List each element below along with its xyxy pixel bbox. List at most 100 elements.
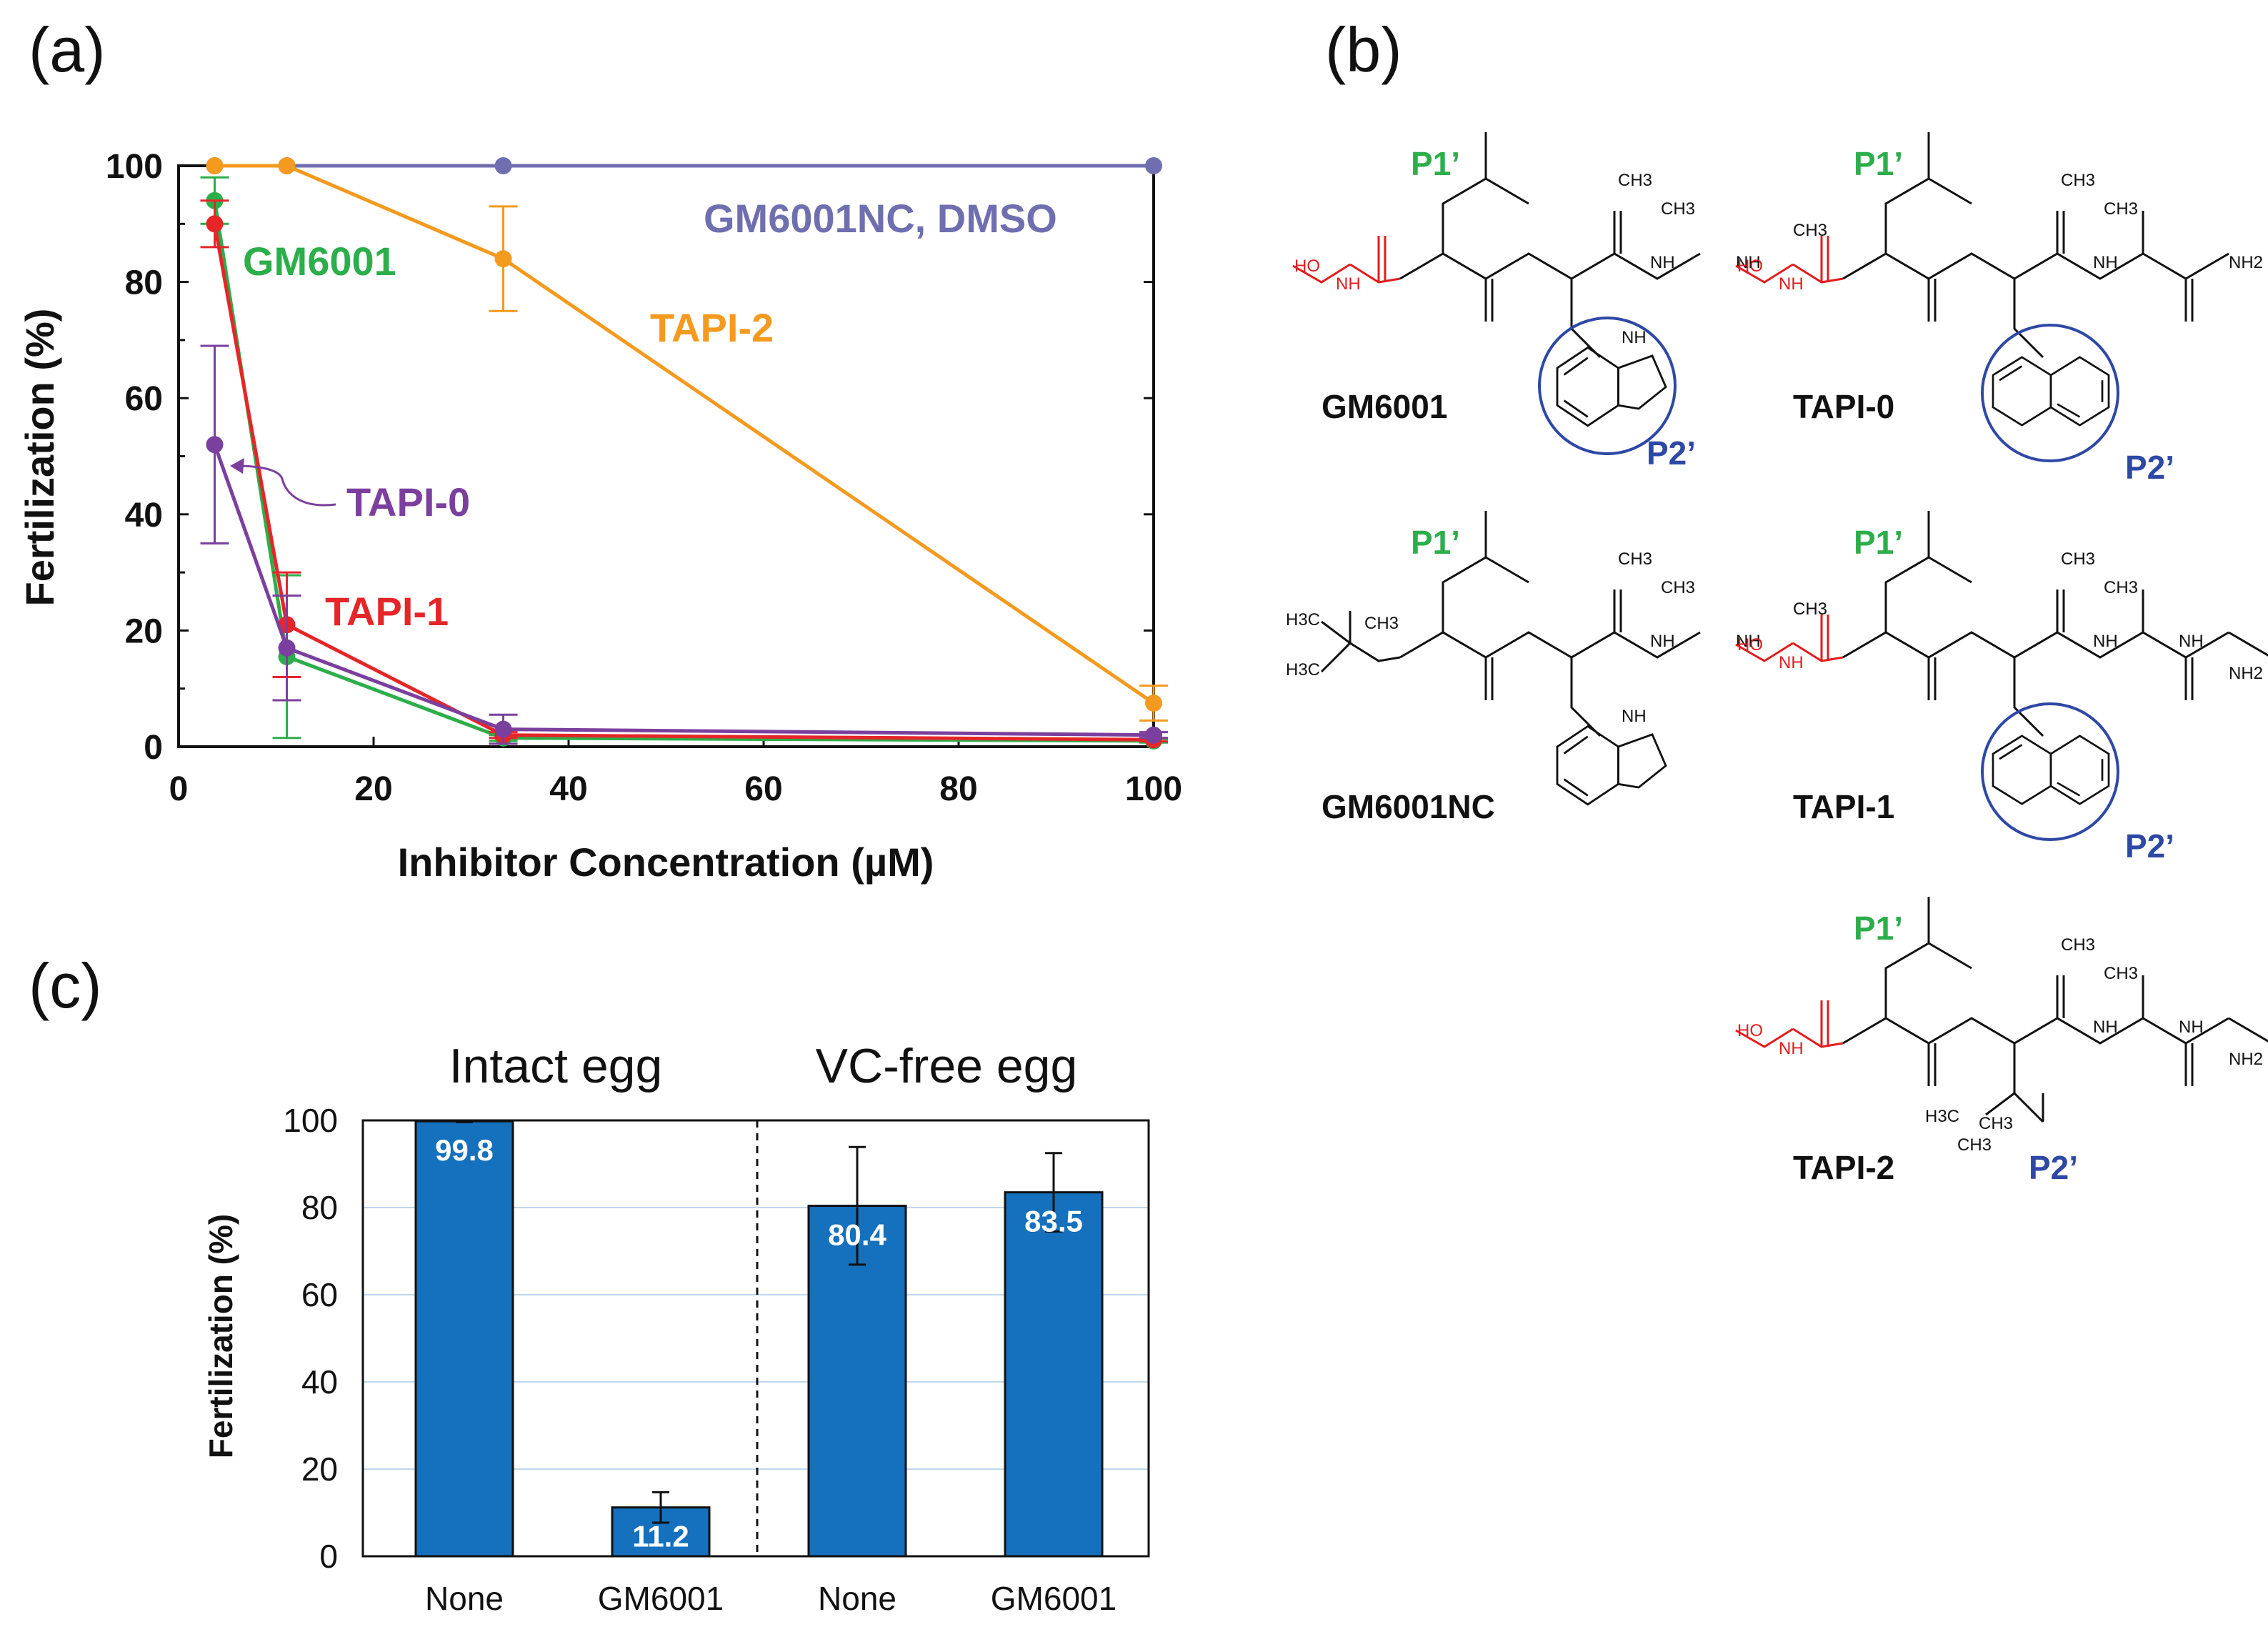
y-tick-label: 40 [125,497,163,534]
atom-ch3: CH3 [1957,1135,1992,1155]
tapi-0-pointer [235,464,336,507]
atom-ho: HO [1294,257,1320,276]
x-tick-label: 80 [939,770,977,808]
data-point [206,436,224,454]
atom-ch3: CH3 [2061,171,2095,190]
line-chart-fertilization: 0 20 40 60 80 100 0 20 40 60 80 100 Inhibitor Conc… [17,148,1182,885]
structure-tapi-0: P1’ HO NH CH3 CH3 NH NH2 TAPI-0 P2’ [1735,131,2263,486]
atom-h3c: H3C [1925,1107,1959,1126]
atom-nh: NH [1336,274,1361,294]
structure-gm6001: P1’ HO NH CH3 CH3 NH NH CH3 NH GM6001 P2… [1292,131,1827,472]
data-point [278,639,296,657]
y-tick-label: 20 [301,1451,338,1488]
data-point [206,215,224,233]
bar-value-label: 99.8 [435,1133,494,1167]
atom-ch3: CH3 [2061,935,2095,955]
p2-label: P2’ [1647,434,1696,472]
bar-value-label: 11.2 [632,1520,689,1553]
atom-ho: HO [1737,1021,1763,1040]
data-point [206,157,224,174]
series-tapi-0 [200,344,1168,745]
legend-label-gm6001nc-dmso: GM6001NC, DMSO [704,196,1057,241]
atom-nh: NH [2179,1017,2204,1037]
atom-ch3: CH3 [1661,578,1695,597]
data-point [494,250,512,268]
bar-value-label: 80.4 [828,1218,886,1252]
bar-4: 83.5 [1004,1152,1104,1558]
x-axis: 0 20 40 60 80 100 [169,737,1182,808]
x-category-label: GM6001 [991,1580,1116,1617]
atom-nh: NH [1622,707,1647,726]
atom-ch3: CH3 [2104,964,2138,983]
series-gm6001nc-dmso [206,157,1162,174]
atom-nh: NH [2093,1017,2118,1037]
bar-rect [1004,1191,1104,1558]
p1-label: P1’ [1854,524,1903,561]
atom-ch3: CH3 [2104,578,2138,597]
x-tick-label: 60 [744,770,782,808]
y-tick-label: 40 [301,1363,338,1400]
atom-nh: NH [1779,274,1804,294]
atom-ch3: CH3 [1618,549,1652,569]
bar-3: 80.4 [807,1145,907,1558]
atom-nh: NH [1779,653,1804,672]
atom-ch3: CH3 [1979,1114,2013,1133]
atom-ch3: CH3 [2104,199,2138,219]
panel-letter-a: (a) [29,14,106,85]
structure-tapi-2: P1’ HO NH CH3 CH3 NH NH NH2 H3C CH3 CH3 … [1735,895,2268,1186]
y-axis-title: Fertilization (%) [17,309,62,607]
y-tick-label: 80 [301,1189,338,1226]
panel-letter-c: (c) [29,950,102,1021]
series-line [214,164,1155,705]
series-line [213,444,1154,737]
structure-name: GM6001NC [1322,788,1495,825]
bar-chart-fertilization: 99.8 11.2 80.4 83.5 0 20 40 60 80 100 None GM6001… [202,1039,1150,1617]
structure-name: TAPI-1 [1793,788,1894,825]
atom-nh: NH [2093,253,2118,272]
atom-nh2: NH2 [2229,253,2263,272]
legend-label-tapi-1: TAPI-1 [325,589,449,634]
atom-ch3: H3C [1286,660,1320,680]
bar-1: 99.8 [414,1119,514,1558]
legend-label-tapi-2: TAPI-2 [650,305,774,350]
atom-ch3: H3C [1286,610,1320,630]
atom-nh: NH [1650,632,1675,651]
x-axis-c: None GM6001 None GM6001 [425,1580,1116,1617]
atom-ho: HO [1737,635,1763,655]
y-tick-label: 80 [125,264,163,302]
series-group [200,157,1168,750]
x-tick-label: 100 [1125,770,1182,808]
x-category-label: None [425,1580,504,1617]
y-tick-label: 0 [319,1538,338,1575]
x-tick-label: 20 [354,770,392,808]
structure-name: TAPI-2 [1793,1149,1894,1186]
y-axis: 0 20 40 60 80 100 [106,148,1154,767]
structure-gm6001nc: P1’ H3C CH3 H3C CH3 CH3 NH NH CH3 NH GM6… [1286,509,1827,825]
panel-letter-b: (b) [1325,14,1402,85]
atom-nh: NH [2179,632,2204,651]
x-category-label: None [818,1580,896,1617]
p1-label: P1’ [1854,145,1903,182]
y-tick-label: 100 [283,1102,338,1139]
legend-label-tapi-0: TAPI-0 [346,479,470,524]
atom-ch3: CH3 [1661,199,1695,219]
bar-2: 11.2 [611,1491,711,1558]
atom-ch3: CH3 [2061,549,2095,569]
data-point [1145,695,1162,712]
y-tick-label: 0 [144,729,163,767]
p1-label: P1’ [1411,524,1460,561]
y-axis-c: 0 20 40 60 80 100 [283,1102,338,1575]
atom-nh: NH [1650,253,1675,272]
y-axis-title-c: Fertilization (%) [202,1214,239,1458]
legend-label-gm6001: GM6001 [243,239,396,284]
bar-rect [414,1120,514,1558]
atom-nh: NH [2093,632,2118,651]
x-axis-title: Inhibitor Concentration (µM) [398,840,934,885]
data-point [278,157,296,174]
p2-label: P2’ [2125,827,2174,865]
bars: 99.8 11.2 80.4 83.5 [414,1119,1104,1558]
p2-ring-highlight [1538,317,1677,455]
structure-name: GM6001 [1322,388,1447,425]
plot-frame-c [361,1119,1150,1558]
atom-nh2: NH2 [2229,1050,2263,1069]
